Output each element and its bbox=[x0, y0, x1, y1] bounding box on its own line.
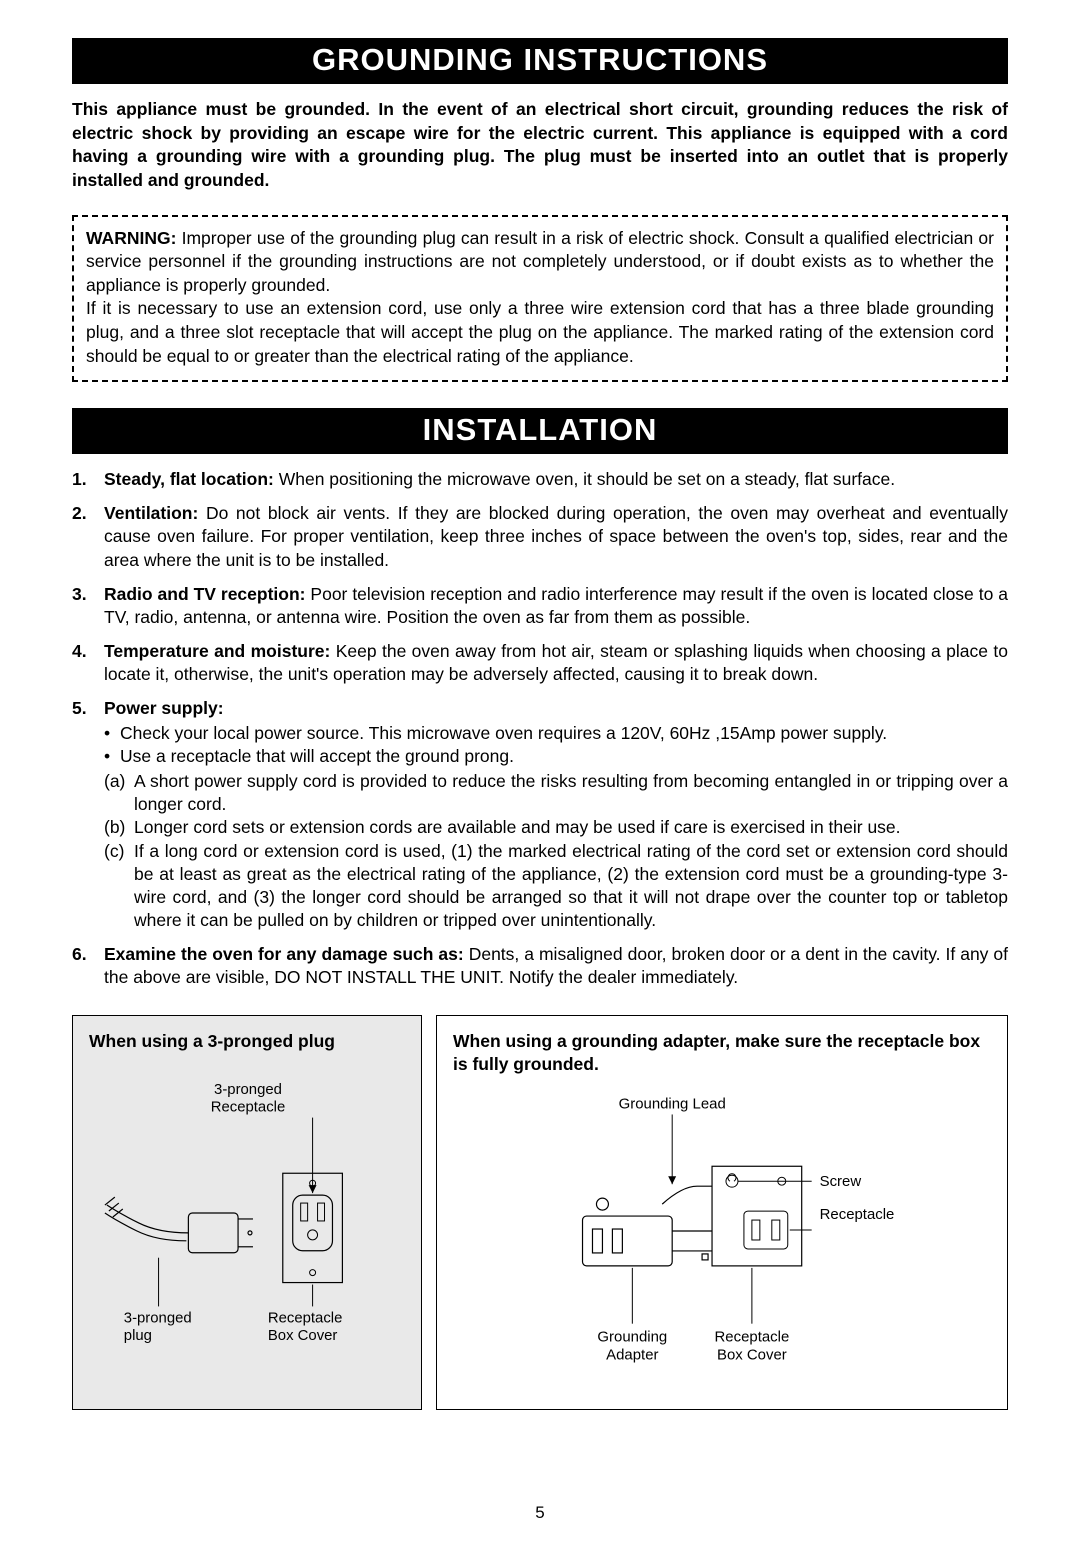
diagram-left-svg: 3-pronged Receptacle bbox=[89, 1063, 407, 1363]
svg-text:Box Cover: Box Cover bbox=[717, 1346, 787, 1363]
svg-text:plug: plug bbox=[124, 1328, 152, 1344]
power-abc-list: (a)A short power supply cord is provided… bbox=[104, 770, 1008, 932]
svg-text:Grounding Lead: Grounding Lead bbox=[619, 1095, 726, 1112]
warning-label: WARNING: bbox=[86, 228, 176, 248]
warning-body: Improper use of the grounding plug can r… bbox=[86, 228, 994, 295]
warning-box: WARNING: Improper use of the grounding p… bbox=[72, 215, 1008, 383]
install-item-2: 2. Ventilation: Do not block air vents. … bbox=[72, 502, 1008, 571]
diagrams-row: When using a 3-pronged plug 3-pronged Re… bbox=[72, 1015, 1008, 1410]
svg-text:Receptacle: Receptacle bbox=[715, 1328, 790, 1345]
installation-list: 1. Steady, flat location: When positioni… bbox=[72, 468, 1008, 989]
svg-text:Receptacle: Receptacle bbox=[211, 1100, 286, 1116]
install-item-4: 4. Temperature and moisture: Keep the ov… bbox=[72, 640, 1008, 686]
power-bullets: Check your local power source. This micr… bbox=[104, 722, 1008, 768]
install-item-1: 1. Steady, flat location: When positioni… bbox=[72, 468, 1008, 491]
grounding-intro: This appliance must be grounded. In the … bbox=[72, 98, 1008, 193]
diagram-right-title: When using a grounding adapter, make sur… bbox=[453, 1030, 991, 1076]
installation-title-banner: INSTALLATION bbox=[72, 408, 1008, 454]
warning-extension-cord: If it is necessary to use an extension c… bbox=[86, 297, 994, 368]
svg-text:3-pronged: 3-pronged bbox=[214, 1082, 282, 1098]
install-item-6: 6. Examine the oven for any damage such … bbox=[72, 943, 1008, 989]
diagram-grounding-adapter: When using a grounding adapter, make sur… bbox=[436, 1015, 1008, 1410]
diagram-3pronged-plug: When using a 3-pronged plug 3-pronged Re… bbox=[72, 1015, 422, 1410]
svg-text:Receptacle: Receptacle bbox=[268, 1310, 343, 1326]
diagram-left-title: When using a 3-pronged plug bbox=[89, 1030, 405, 1053]
svg-text:3-pronged: 3-pronged bbox=[124, 1310, 192, 1326]
page-number: 5 bbox=[0, 1503, 1080, 1523]
svg-text:Box Cover: Box Cover bbox=[268, 1328, 338, 1344]
install-item-3: 3. Radio and TV reception: Poor televisi… bbox=[72, 583, 1008, 629]
svg-text:Grounding: Grounding bbox=[597, 1328, 667, 1345]
diagram-right-svg: Grounding Lead bbox=[453, 1086, 991, 1386]
svg-text:Screw: Screw bbox=[820, 1173, 862, 1190]
svg-text:Receptacle: Receptacle bbox=[820, 1206, 895, 1223]
grounding-title-banner: GROUNDING INSTRUCTIONS bbox=[72, 38, 1008, 84]
svg-text:Adapter: Adapter bbox=[606, 1346, 658, 1363]
install-item-5: 5. Power supply: Check your local power … bbox=[72, 697, 1008, 932]
